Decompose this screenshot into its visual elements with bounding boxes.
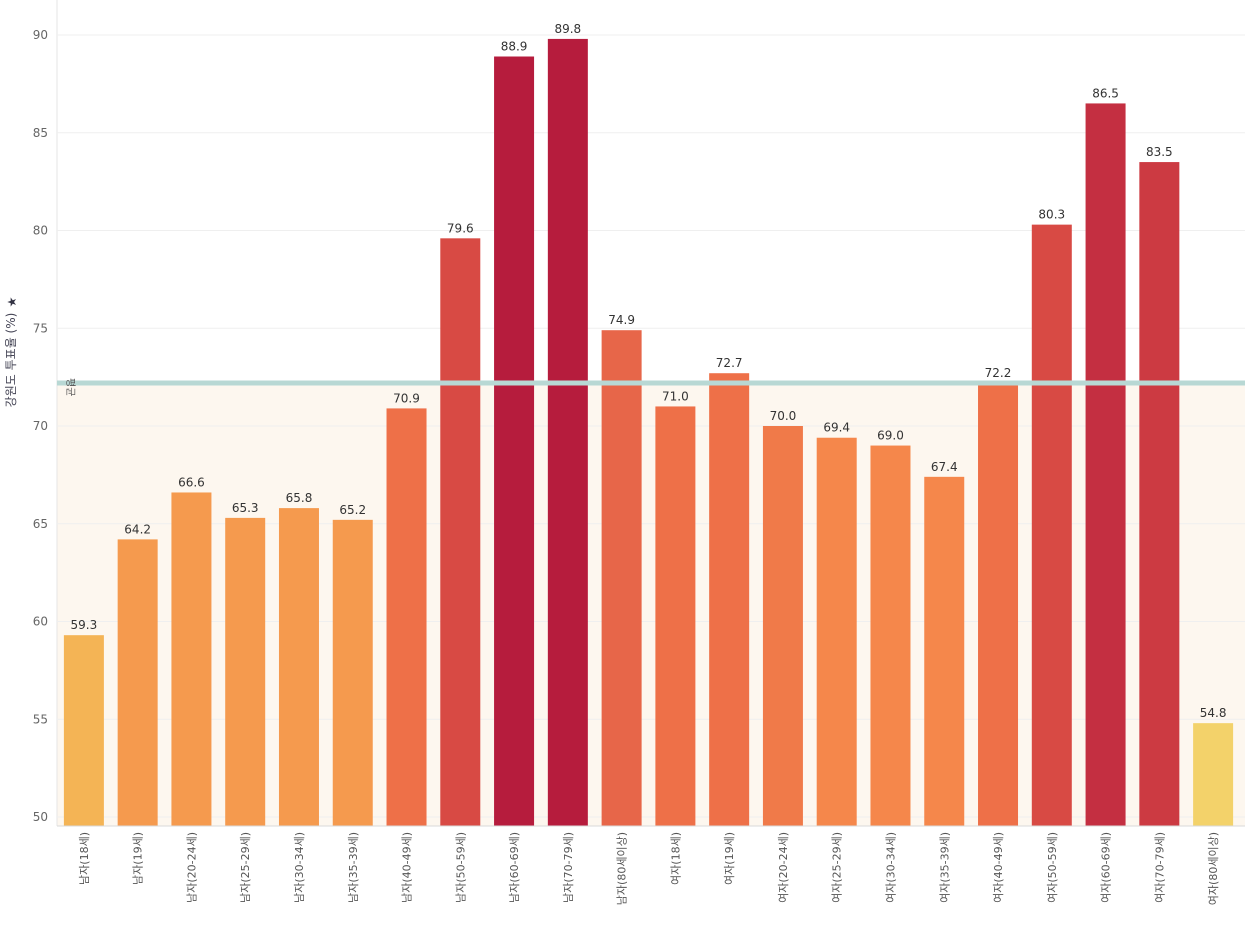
bar xyxy=(762,426,803,826)
bar xyxy=(494,56,535,826)
bar xyxy=(386,408,427,826)
y-tick-label: 80 xyxy=(33,224,48,238)
x-tick-label: 남자(25-29세) xyxy=(239,832,252,903)
data-label: 67.4 xyxy=(931,460,958,474)
data-label: 69.0 xyxy=(877,429,904,443)
data-label: 83.5 xyxy=(1146,145,1173,159)
bar xyxy=(1193,723,1234,826)
bar xyxy=(816,437,857,826)
y-tick-label: 75 xyxy=(33,321,48,335)
x-tick-label: 남자(40-49세) xyxy=(401,832,414,903)
x-tick-label: 남자(80세이상) xyxy=(616,832,629,905)
data-label: 72.7 xyxy=(716,356,743,370)
x-tick-label: 여자(25-29세) xyxy=(831,832,844,903)
x-tick-label: 여자(18세) xyxy=(669,832,682,885)
bar xyxy=(440,238,481,826)
y-tick-label: 70 xyxy=(33,419,48,433)
x-tick-label: 여자(19세) xyxy=(723,832,736,885)
x-tick-label: 여자(20-24세) xyxy=(777,832,790,903)
data-label: 80.3 xyxy=(1038,208,1065,222)
y-tick-label: 65 xyxy=(33,517,48,531)
data-label: 71.0 xyxy=(662,389,689,403)
bar xyxy=(870,445,911,826)
bar xyxy=(117,539,158,826)
data-label: 70.9 xyxy=(393,391,420,405)
data-label: 54.8 xyxy=(1200,706,1227,720)
bar xyxy=(601,330,642,826)
y-tick-label: 55 xyxy=(33,712,48,726)
x-tick-label: 남자(18세) xyxy=(78,832,91,885)
data-label: 65.2 xyxy=(339,503,366,517)
bar xyxy=(225,517,266,826)
y-tick-label: 60 xyxy=(33,615,48,629)
bar xyxy=(1139,162,1180,826)
x-tick-label: 남자(50-59세) xyxy=(454,832,467,903)
pin-icon: ★ xyxy=(5,297,19,308)
data-label: 89.8 xyxy=(554,22,581,36)
bar xyxy=(924,476,965,826)
average-label: 평균 xyxy=(64,378,76,396)
bar xyxy=(63,635,104,826)
data-label: 65.8 xyxy=(286,491,313,505)
y-tick-label: 50 xyxy=(33,810,48,824)
y-axis-title: 강원도 투표율 (%) ★ xyxy=(4,297,19,408)
x-tick-label: 여자(70-79세) xyxy=(1153,832,1166,903)
bar xyxy=(709,373,750,826)
data-label: 79.6 xyxy=(447,221,474,235)
data-label: 86.5 xyxy=(1092,86,1119,100)
data-label: 64.2 xyxy=(124,522,151,536)
x-tick-label: 남자(20-24세) xyxy=(185,832,198,903)
bar xyxy=(171,492,212,826)
x-tick-label: 여자(60-69세) xyxy=(1100,832,1113,903)
x-tick-label: 여자(80세이상) xyxy=(1207,832,1220,905)
data-label: 70.0 xyxy=(770,409,797,423)
data-label: 65.3 xyxy=(232,501,259,515)
data-label: 59.3 xyxy=(71,618,98,632)
x-tick-label: 여자(35-39세) xyxy=(938,832,951,903)
x-tick-label: 여자(40-49세) xyxy=(992,832,1005,903)
bar xyxy=(655,406,696,826)
bar xyxy=(978,382,1019,826)
x-tick-label: 남자(70-79세) xyxy=(562,832,575,903)
bar xyxy=(1085,103,1126,827)
y-tick-label: 90 xyxy=(33,28,48,42)
x-tick-label: 여자(30-34세) xyxy=(884,832,897,903)
bar xyxy=(547,38,588,827)
data-label: 66.6 xyxy=(178,475,205,489)
data-label: 72.2 xyxy=(985,366,1012,380)
bar xyxy=(278,508,319,826)
x-tick-label: 남자(30-34세) xyxy=(293,832,306,903)
data-label: 88.9 xyxy=(501,40,528,54)
bar xyxy=(1031,224,1072,826)
x-tick-label: 남자(35-39세) xyxy=(347,832,360,903)
bar xyxy=(332,519,373,826)
data-label: 69.4 xyxy=(823,421,850,435)
data-label: 74.9 xyxy=(608,313,635,327)
y-axis-label: 강원도 투표율 (%) xyxy=(4,313,18,408)
x-tick-label: 남자(60-69세) xyxy=(508,832,521,903)
x-tick-label: 남자(19세) xyxy=(132,832,145,885)
y-tick-label: 85 xyxy=(33,126,48,140)
x-tick-label: 여자(50-59세) xyxy=(1046,832,1059,903)
